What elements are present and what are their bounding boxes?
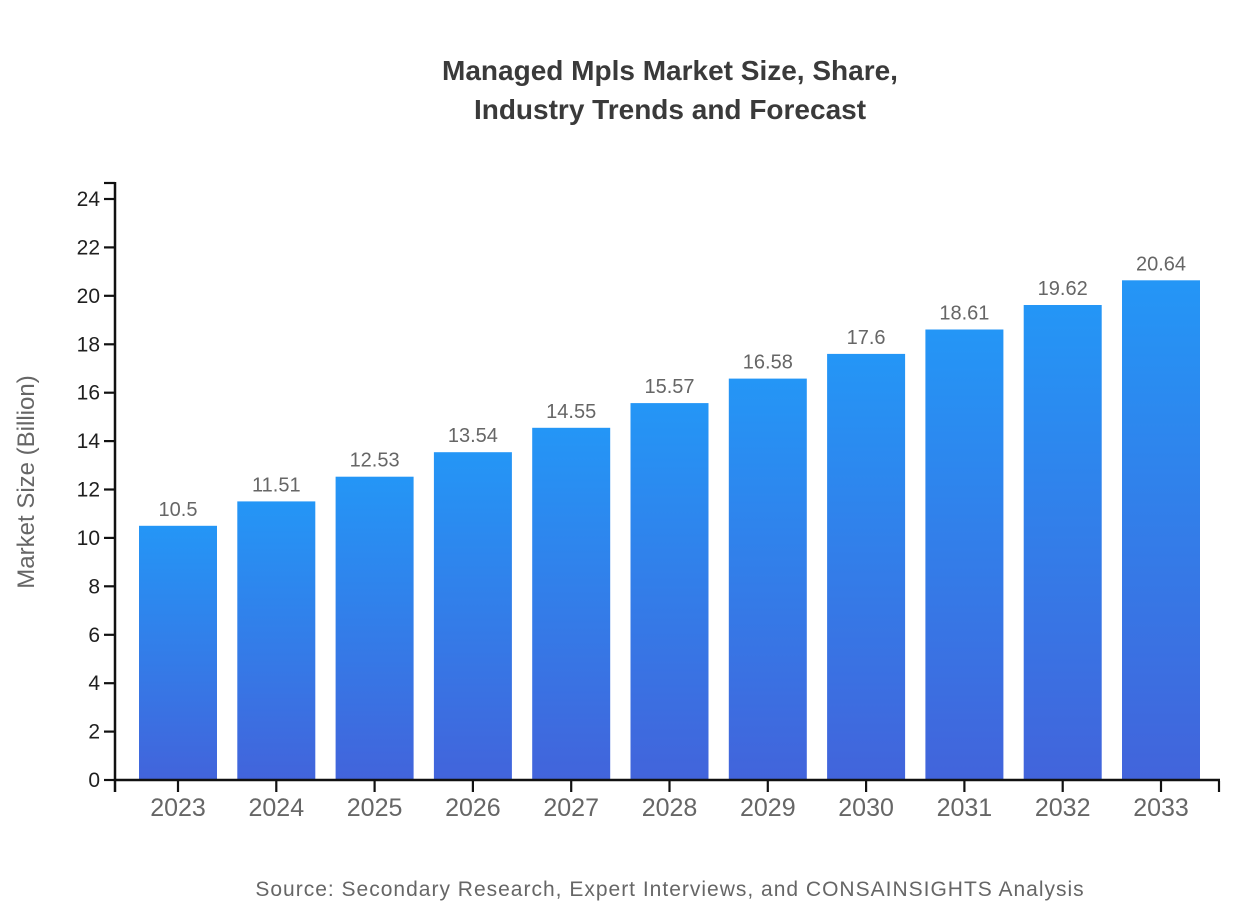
x-tick-label-2028: 2028 xyxy=(642,794,698,822)
chart-title: Managed Mpls Market Size, Share, Industr… xyxy=(75,51,1260,129)
source-attribution: Source: Secondary Research, Expert Inter… xyxy=(255,878,1085,901)
bar-value-label-2031: 18.61 xyxy=(939,303,989,325)
y-tick-label-18: 18 xyxy=(77,333,100,356)
x-tick-label-2027: 2027 xyxy=(543,794,599,822)
y-axis-title: Market Size (Billion) xyxy=(13,375,40,588)
bar-value-label-2030: 17.6 xyxy=(847,327,886,349)
y-tick-label-8: 8 xyxy=(88,575,100,598)
y-tick-label-4: 4 xyxy=(88,672,100,695)
y-tick-label-0: 0 xyxy=(88,769,100,792)
y-tick-label-20: 20 xyxy=(77,285,100,308)
bar-2024 xyxy=(237,501,316,780)
chart-title-line1: Managed Mpls Market Size, Share, xyxy=(442,55,898,86)
chart-title-line2: Industry Trends and Forecast xyxy=(473,94,867,125)
bar-value-label-2029: 16.58 xyxy=(743,352,793,374)
bar-2030 xyxy=(827,353,906,780)
x-tick-label-2032: 2032 xyxy=(1035,794,1091,822)
bar-value-label-2032: 19.62 xyxy=(1038,278,1088,300)
bar-value-label-2025: 12.53 xyxy=(350,450,400,472)
bar-2031 xyxy=(925,329,1004,780)
bar-value-label-2027: 14.55 xyxy=(546,401,596,423)
bar-value-label-2023: 10.5 xyxy=(159,499,198,521)
y-tick-label-2: 2 xyxy=(88,721,100,744)
x-tick-label-2026: 2026 xyxy=(445,794,501,822)
y-tick-label-6: 6 xyxy=(88,624,100,647)
bar-2032 xyxy=(1023,305,1102,780)
bar-2033 xyxy=(1122,280,1200,780)
x-tick-label-2029: 2029 xyxy=(740,794,796,822)
bar-2026 xyxy=(433,452,512,780)
bar-2023 xyxy=(139,525,217,780)
bar-2025 xyxy=(335,476,414,780)
bar-2029 xyxy=(728,378,807,780)
x-tick-label-2033: 2033 xyxy=(1133,794,1189,822)
bar-2028 xyxy=(630,403,709,780)
bar-2027 xyxy=(532,427,611,780)
bar-value-label-2024: 11.51 xyxy=(252,474,301,496)
y-tick-label-16: 16 xyxy=(77,382,100,405)
y-tick-label-24: 24 xyxy=(77,188,101,211)
x-tick-label-2025: 2025 xyxy=(347,794,403,822)
x-tick-label-2023: 2023 xyxy=(150,794,206,822)
bar-value-label-2028: 15.57 xyxy=(644,376,694,398)
y-tick-label-22: 22 xyxy=(77,236,100,259)
x-tick-label-2024: 2024 xyxy=(248,794,304,822)
bar-value-label-2026: 13.54 xyxy=(448,425,498,447)
y-tick-label-10: 10 xyxy=(77,527,100,550)
x-tick-label-2031: 2031 xyxy=(937,794,993,822)
y-tick-label-14: 14 xyxy=(77,430,101,453)
x-tick-label-2030: 2030 xyxy=(838,794,894,822)
bar-value-label-2033: 20.64 xyxy=(1136,253,1186,275)
y-tick-label-12: 12 xyxy=(77,479,100,502)
